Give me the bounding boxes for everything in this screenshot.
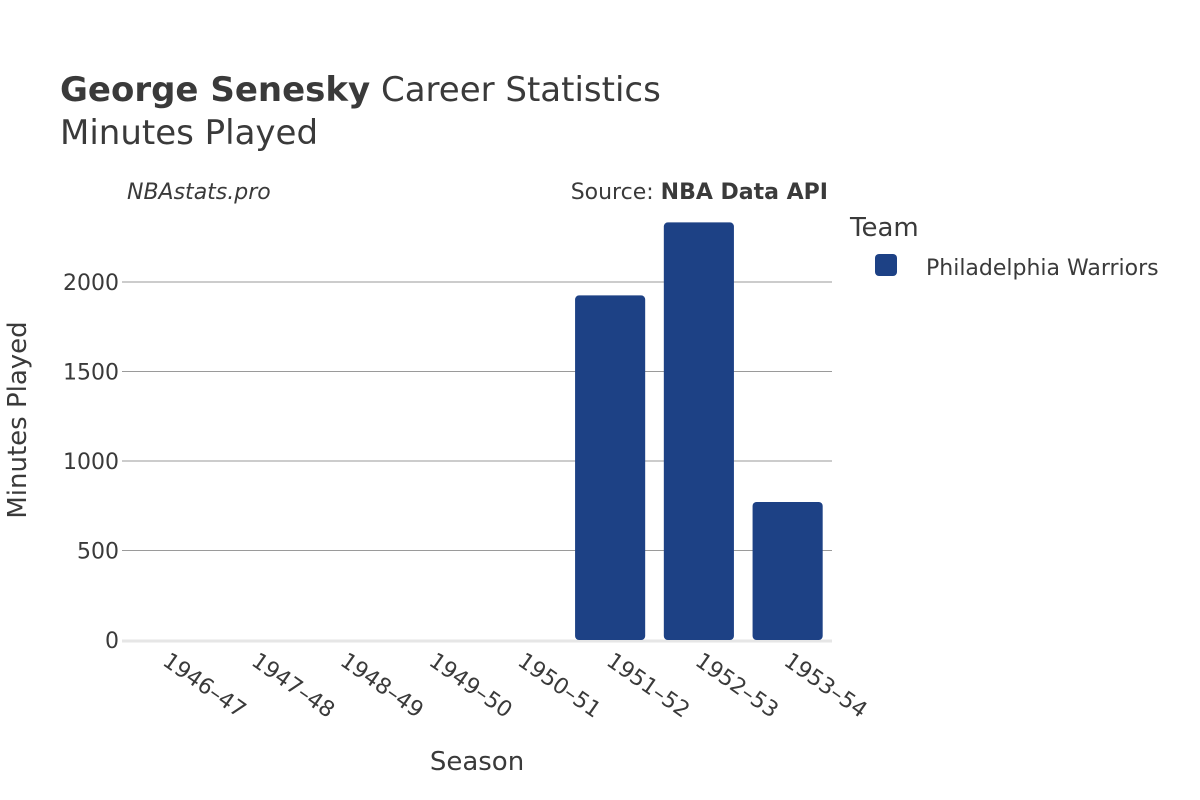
chart-title: George Senesky Career Statistics (60, 70, 661, 110)
bar-1952–53[interactable] (663, 222, 734, 640)
x-tick-label: 1952–53 (690, 648, 782, 723)
x-tick-label: 1950–51 (513, 648, 605, 723)
x-tick-label: 1946–47 (158, 648, 250, 723)
y-tick-label: 500 (77, 540, 119, 565)
x-tick-labels: 1946–471947–481948–491949–501950–511951–… (158, 648, 871, 723)
legend-item[interactable]: Philadelphia Warriors (875, 254, 1159, 281)
y-tick-label: 2000 (63, 271, 119, 296)
bar-1953–54[interactable] (752, 501, 823, 640)
legend-title: Team (849, 213, 919, 243)
y-tick-label: 1000 (63, 450, 119, 475)
x-axis-title: Season (430, 747, 524, 777)
bars-layer (575, 222, 823, 640)
legend-label: Philadelphia Warriors (926, 256, 1159, 281)
x-tick-label: 1953–54 (779, 648, 871, 723)
chart-title-rest-text: Career Statistics (381, 70, 661, 110)
chart-title-player: George Senesky (60, 70, 370, 110)
source-name: NBA Data API (661, 180, 828, 205)
chart-subtitle: Minutes Played (60, 113, 318, 153)
legend-swatch (875, 254, 897, 276)
x-tick-label: 1949–50 (424, 648, 516, 723)
y-tick-label: 1500 (63, 361, 119, 386)
y-tick-labels: 0 500 1000 1500 2000 (63, 271, 119, 654)
x-tick-label: 1948–49 (335, 648, 427, 723)
source-prefix: Source: (571, 180, 661, 205)
source-credit: Source: NBA Data API (571, 180, 828, 205)
bar-1951–52[interactable] (575, 295, 646, 640)
y-axis-title: Minutes Played (3, 321, 33, 518)
x-tick-label: 1951–52 (602, 648, 694, 723)
y-tick-label: 0 (105, 629, 119, 654)
legend[interactable]: Philadelphia Warriors (875, 254, 1159, 281)
x-tick-label: 1947–48 (247, 648, 339, 723)
watermark: NBAstats.pro (127, 180, 271, 205)
